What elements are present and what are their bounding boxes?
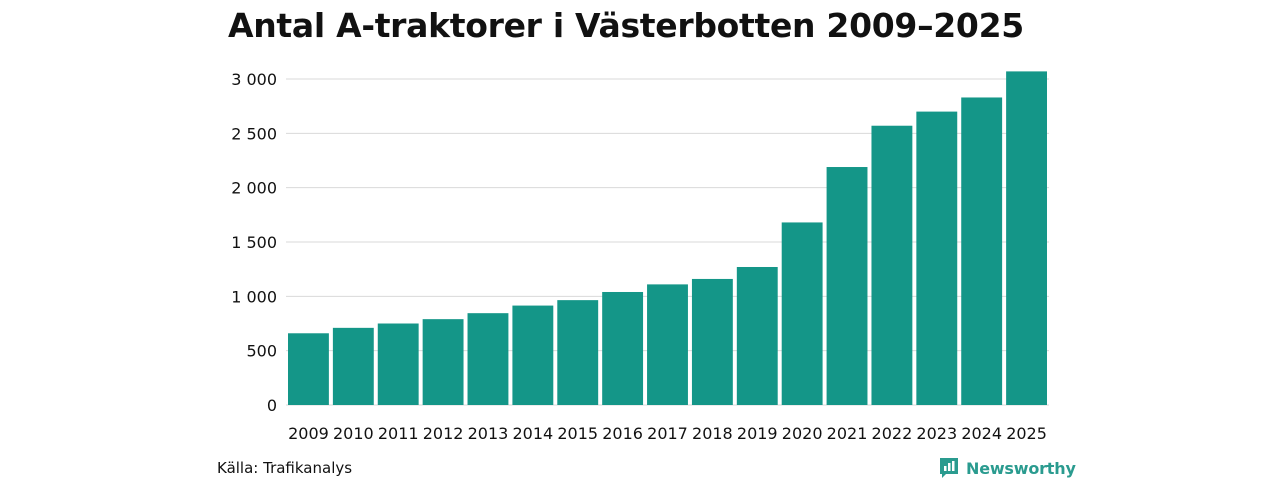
y-tick-label: 500	[246, 342, 277, 361]
x-tick-label: 2011	[378, 424, 419, 443]
bar-2010	[332, 327, 374, 405]
bars	[288, 71, 1047, 406]
y-tick-label: 2 500	[231, 124, 277, 143]
x-axis: 2009 2010 2011 2012 2013 2014 2015 2016 2017 2018…	[288, 424, 1047, 443]
bar-2018	[691, 278, 733, 405]
x-tick-label: 2017	[647, 424, 688, 443]
y-tick-label: 3 000	[231, 70, 277, 89]
x-tick-label: 2023	[916, 424, 957, 443]
x-tick-label: 2014	[512, 424, 553, 443]
y-axis: 0 500 1 000 1 500 2 000 2 500 3 000	[231, 70, 277, 415]
bar-2012	[422, 319, 464, 405]
y-tick-label: 1 000	[231, 287, 277, 306]
x-tick-label: 2024	[961, 424, 1002, 443]
bar-2024	[961, 97, 1003, 406]
x-tick-label: 2012	[423, 424, 464, 443]
bar-2017	[647, 284, 688, 405]
bar-2015	[557, 300, 599, 405]
bar-2025	[1006, 71, 1047, 405]
x-tick-label: 2020	[782, 424, 823, 443]
bar-2016	[602, 291, 644, 405]
x-tick-label: 2015	[557, 424, 598, 443]
bar-2011	[377, 323, 419, 405]
bar-2013	[467, 313, 509, 405]
y-tick-label: 1 500	[231, 233, 277, 252]
bar-2009	[288, 333, 329, 405]
x-tick-label: 2022	[872, 424, 913, 443]
bar-2021	[826, 167, 868, 405]
x-tick-label: 2009	[288, 424, 329, 443]
x-tick-label: 2010	[333, 424, 374, 443]
x-tick-label: 2021	[827, 424, 868, 443]
x-tick-label: 2016	[602, 424, 643, 443]
y-tick-label: 0	[267, 396, 277, 415]
x-tick-label: 2018	[692, 424, 733, 443]
bar-2019	[736, 266, 778, 405]
y-tick-label: 2 000	[231, 179, 277, 198]
x-tick-label: 2019	[737, 424, 778, 443]
chart-title: Antal A-traktorer i Västerbotten 2009–20…	[228, 6, 1024, 45]
bar-2022	[871, 125, 913, 405]
bar-2023	[916, 111, 958, 405]
bar-2020	[781, 222, 823, 405]
newsworthy-icon	[940, 458, 958, 478]
bar-2014	[512, 305, 554, 405]
x-tick-label: 2013	[468, 424, 509, 443]
brand-name: Newsworthy	[966, 458, 1076, 478]
brand-logo: Newsworthy	[938, 456, 1076, 480]
x-tick-label: 2025	[1006, 424, 1047, 443]
source-note: Källa: Trafikanalys	[217, 459, 353, 477]
